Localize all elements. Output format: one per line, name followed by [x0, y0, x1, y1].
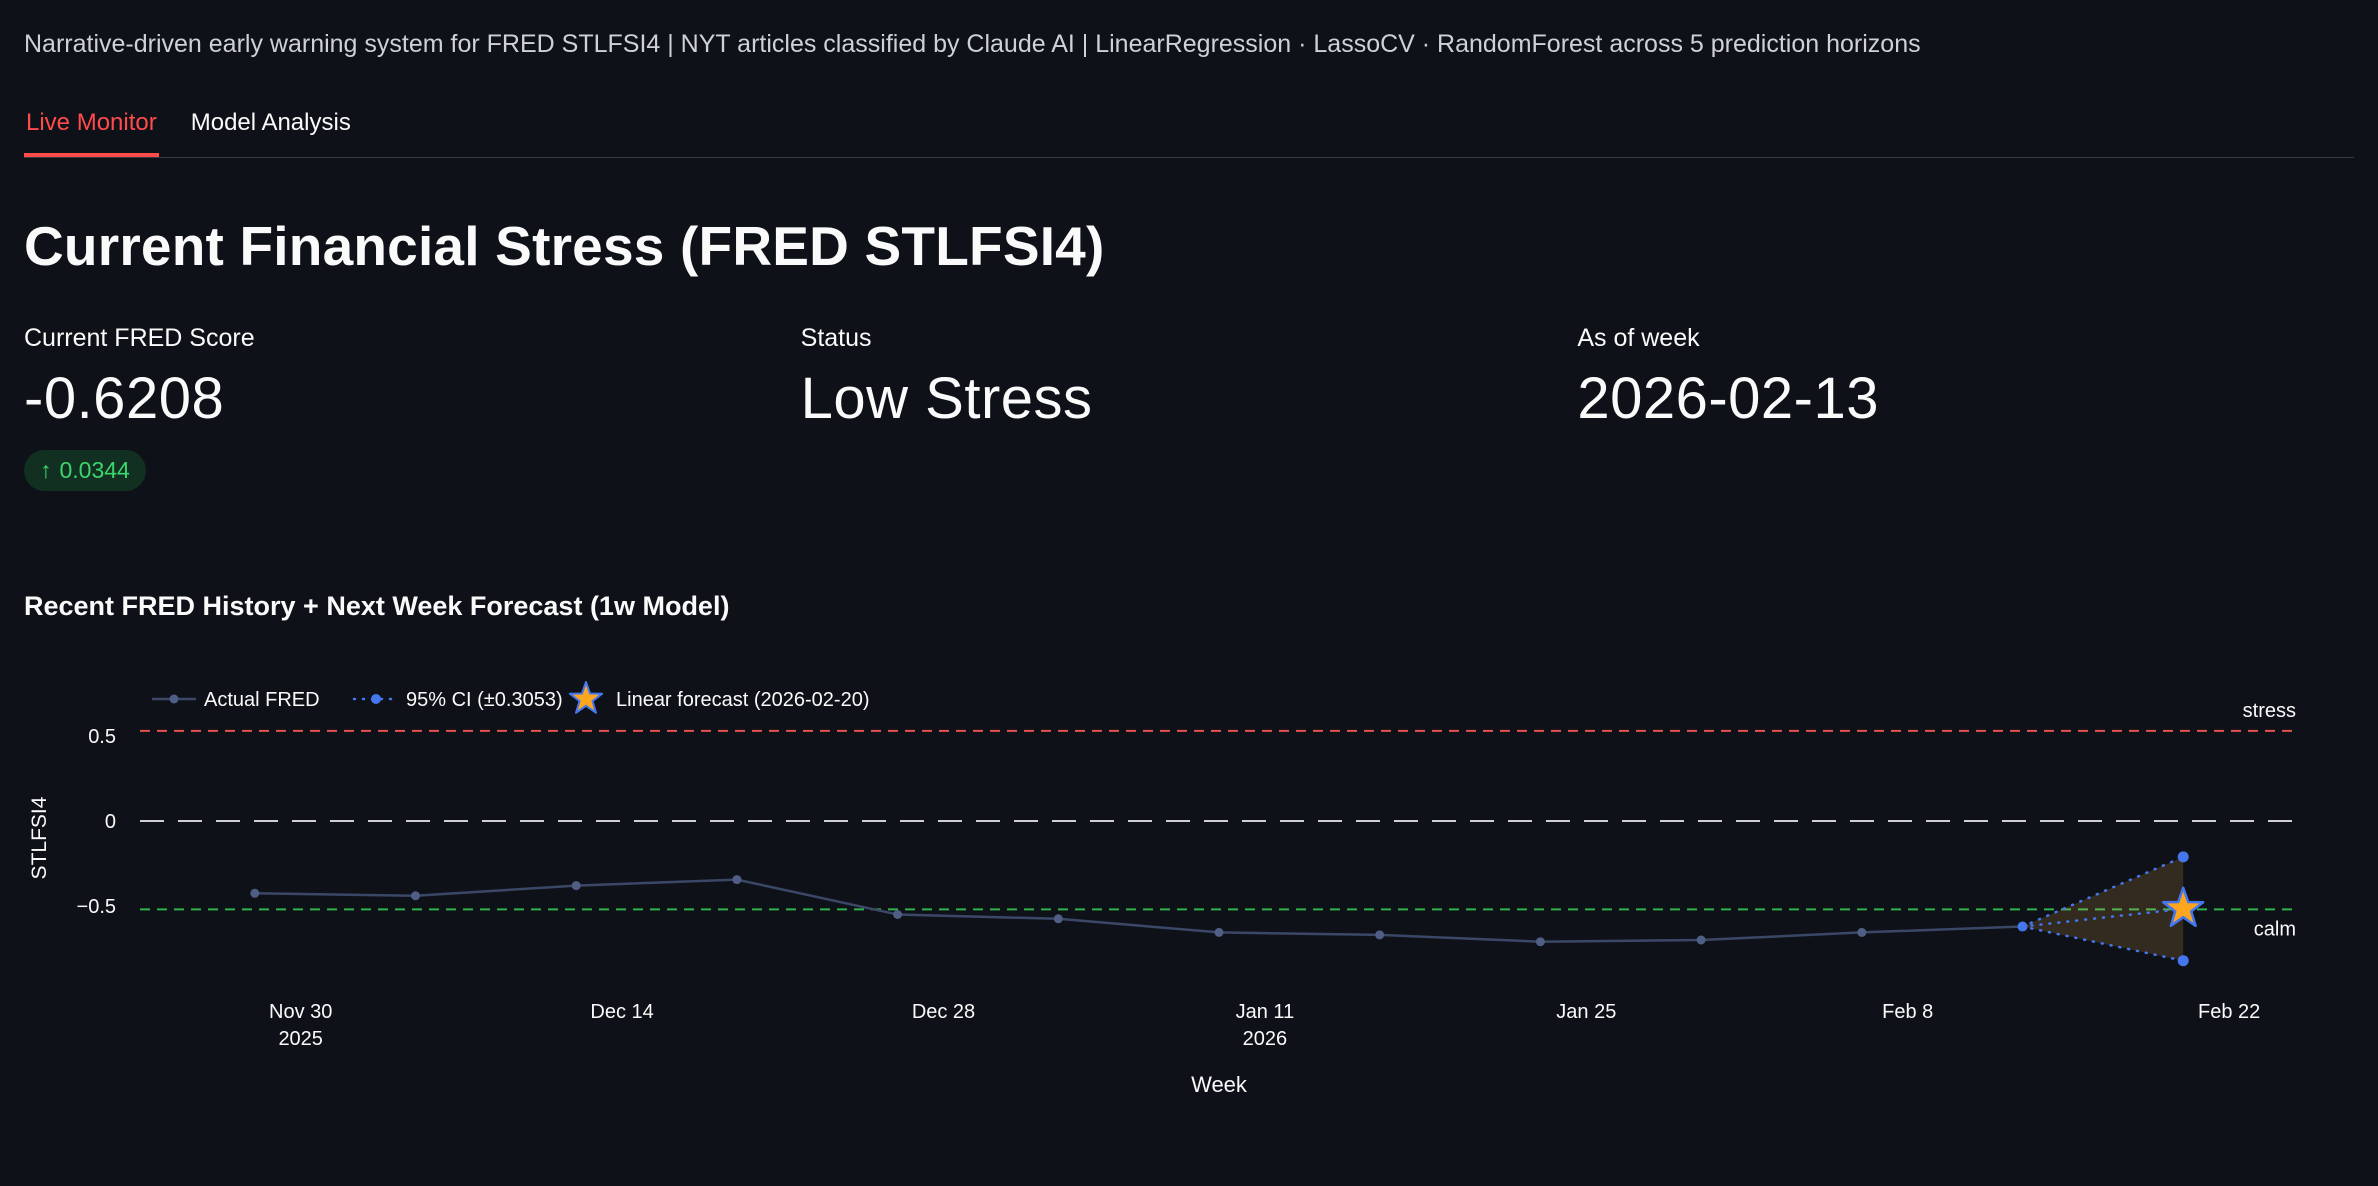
forecast-dotted-line — [2021, 855, 2185, 928]
tab-live-monitor[interactable]: Live Monitor — [24, 103, 159, 157]
metric-as-of-week: As of week 2026-02-13 — [1577, 324, 2354, 491]
page-title: Current Financial Stress (FRED STLFSI4) — [24, 214, 1105, 277]
metric-delta-badge: ↑ 0.0344 — [24, 449, 146, 491]
legend-dotted-marker-swatch — [371, 693, 381, 704]
metric-value: Low Stress — [800, 365, 1093, 431]
actual-series-marker — [1696, 935, 1706, 944]
fred-history-chart-svg[interactable]: stress calm Nov 30 2025 Dec 14 Dec 28 Jan 11 20… — [24, 660, 2354, 1120]
forecast-dotted-line — [2021, 907, 2185, 928]
tab-bar: Live Monitor Model Analysis — [24, 103, 2354, 158]
legend-star-swatch — [568, 680, 604, 714]
x-axis-tick: Nov 30 — [269, 1001, 332, 1023]
y-axis-tick: 0.5 — [88, 726, 116, 748]
legend-item-forecast[interactable]: Linear forecast (2026-02-20) — [568, 680, 870, 714]
actual-series-line — [254, 877, 2023, 943]
forecast-origin-marker — [2017, 921, 2028, 932]
metric-label: Current FRED Score — [24, 323, 255, 352]
actual-series-marker — [1535, 936, 1545, 946]
ci-cone — [2022, 856, 2184, 961]
chart-title: Recent FRED History + Next Week Forecast… — [24, 590, 730, 621]
ci-lower-marker — [2177, 954, 2189, 966]
y-axis-tick: −0.5 — [77, 896, 116, 918]
legend-item-ci[interactable]: 95% CI (±0.3053) — [352, 689, 563, 711]
app-caption: Narrative-driven early warning system fo… — [24, 30, 1921, 58]
actual-series-marker — [250, 888, 260, 898]
legend-item-actual[interactable]: Actual FRED — [152, 689, 320, 711]
forecast-star — [2161, 886, 2205, 927]
tab-model-analysis[interactable]: Model Analysis — [190, 108, 351, 136]
y-axis-tick: 0 — [105, 811, 116, 833]
metric-status: Status Low Stress — [801, 324, 1578, 491]
x-axis-tick-year: 2025 — [278, 1028, 323, 1050]
ci-upper-marker — [2177, 850, 2189, 862]
x-axis-title: Week — [1191, 1072, 1248, 1097]
legend-label: Linear forecast (2026-02-20) — [616, 689, 869, 711]
x-axis-tick-year: 2026 — [1243, 1028, 1288, 1050]
forecast-dotted-line — [2021, 924, 2185, 962]
actual-series-marker — [1375, 929, 1385, 939]
metric-label: Status — [800, 323, 872, 352]
x-axis-tick: Dec 28 — [912, 1001, 975, 1023]
fred-history-chart[interactable]: stress calm Nov 30 2025 Dec 14 Dec 28 Jan 11 20… — [24, 660, 2354, 1125]
actual-series-marker — [571, 880, 581, 890]
actual-series-marker — [411, 890, 420, 900]
arrow-up-icon: ↑ — [40, 456, 52, 483]
calm-annotation: calm — [2254, 918, 2296, 940]
x-axis-tick: Dec 14 — [590, 1001, 653, 1023]
metric-value: 2026-02-13 — [1577, 365, 1880, 431]
metric-delta-value: 0.0344 — [59, 456, 130, 483]
y-axis-title: STLFSI4 — [28, 796, 51, 879]
actual-series-marker — [1053, 913, 1063, 923]
metric-current-fred-score: Current FRED Score -0.6208 ↑ 0.0344 — [24, 324, 801, 491]
actual-series-marker — [1214, 927, 1224, 937]
legend-label: 95% CI (±0.3053) — [406, 689, 563, 711]
metric-label: As of week — [1577, 323, 1700, 352]
x-axis-tick: Feb 22 — [2198, 1001, 2260, 1023]
actual-series-marker — [732, 874, 742, 884]
metric-value: -0.6208 — [24, 365, 225, 431]
x-axis-tick: Jan 11 — [1236, 1001, 1295, 1023]
metrics-row: Current FRED Score -0.6208 ↑ 0.0344 Stat… — [24, 324, 2354, 491]
actual-series-marker — [1857, 927, 1867, 937]
x-axis-tick: Jan 25 — [1556, 1001, 1616, 1023]
stress-annotation: stress — [2243, 699, 2296, 721]
legend-label: Actual FRED — [204, 689, 320, 711]
legend-line-marker-swatch — [169, 694, 179, 703]
x-axis-tick: Feb 8 — [1882, 1001, 1933, 1023]
actual-series-marker — [893, 909, 903, 919]
app-root: Narrative-driven early warning system fo… — [24, 30, 2354, 1125]
